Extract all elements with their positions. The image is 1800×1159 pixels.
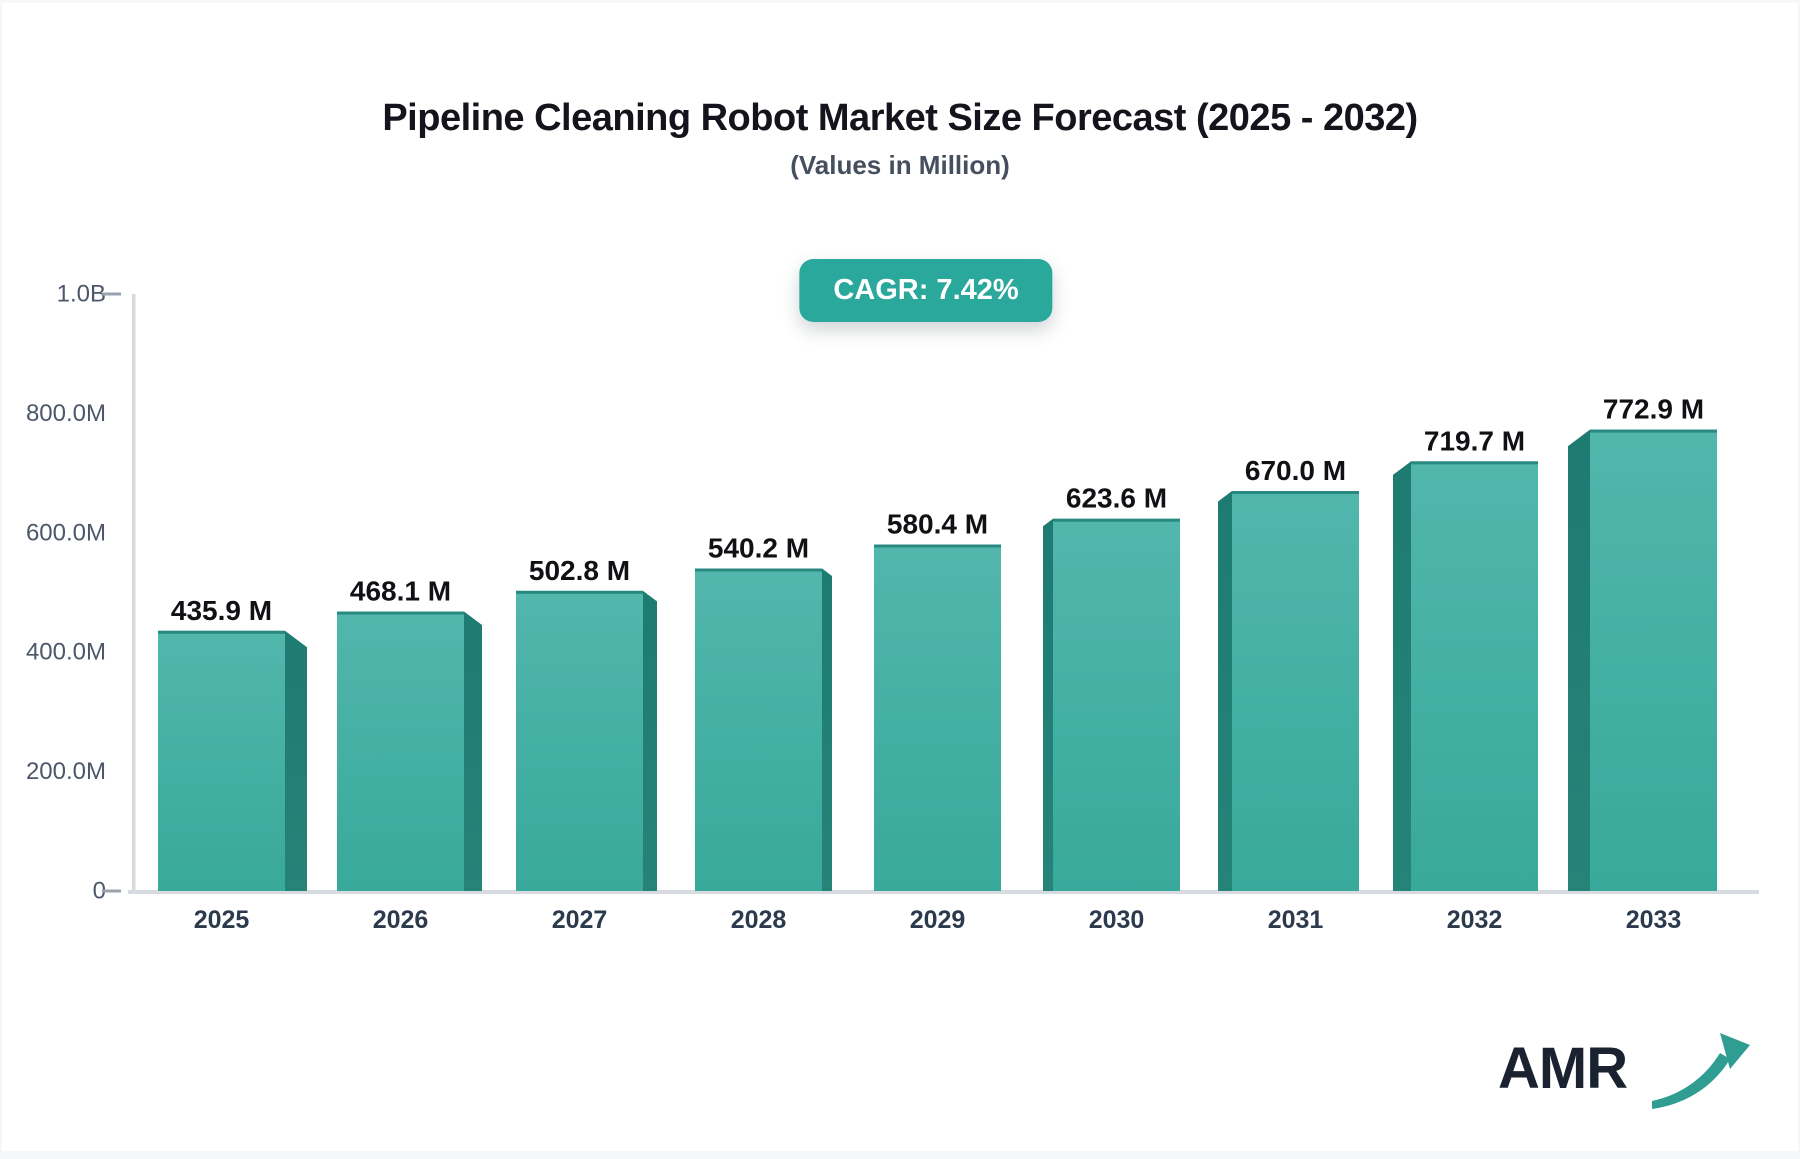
bar-group-2028[interactable] xyxy=(695,568,832,891)
bar-group-2031[interactable] xyxy=(1218,491,1359,891)
bar-value-label-2032: 719.7 M xyxy=(1424,425,1525,456)
bar-top-edge-2032 xyxy=(1411,461,1538,465)
bar-top-edge-2029 xyxy=(874,544,1001,548)
bar-top-edge-2027 xyxy=(516,590,643,594)
bar-side-2031[interactable] xyxy=(1218,491,1232,891)
chart-subtitle: (Values in Million) xyxy=(790,150,1010,180)
bar-face-2033[interactable] xyxy=(1590,429,1717,891)
bar-side-2033[interactable] xyxy=(1568,429,1590,891)
bar-value-label-2029: 580.4 M xyxy=(887,509,988,540)
bar-top-edge-2025 xyxy=(158,630,285,634)
x-axis-label-2032: 2032 xyxy=(1447,906,1503,934)
x-axis-label-2025: 2025 xyxy=(194,906,250,934)
x-axis-label-2027: 2027 xyxy=(552,906,608,934)
y-tick-label-800.0M: 800.0M xyxy=(26,400,106,427)
labels-layer: 435.9 M 2025 468.1 M 2026 502.8 M 2027 540.2 M… xyxy=(171,394,1704,934)
y-tick-dash xyxy=(102,889,121,893)
bar-side-2026[interactable] xyxy=(464,611,482,891)
bar-value-label-2030: 623.6 M xyxy=(1066,483,1167,514)
bar-side-2027[interactable] xyxy=(643,590,657,891)
bar-face-2025[interactable] xyxy=(158,630,285,891)
bar-group-2027[interactable] xyxy=(516,590,657,891)
bar-face-2032[interactable] xyxy=(1411,461,1538,891)
bar-group-2029[interactable] xyxy=(874,544,1001,891)
x-axis-label-2031: 2031 xyxy=(1268,906,1324,934)
x-axis-label-2030: 2030 xyxy=(1089,906,1145,934)
bar-side-2030[interactable] xyxy=(1043,518,1053,891)
bar-group-2026[interactable] xyxy=(337,611,482,891)
amr-logo-text: AMR xyxy=(1498,1036,1628,1101)
bar-face-2026[interactable] xyxy=(337,611,464,891)
bar-chart: 0 200.0M 400.0M 600.0M 800.0M 1.0B 435.9 M 202… xyxy=(26,281,1759,934)
bar-top-edge-2026 xyxy=(337,611,464,615)
x-axis-label-2028: 2028 xyxy=(731,906,787,934)
bar-face-2029[interactable] xyxy=(874,544,1001,891)
bar-value-label-2028: 540.2 M xyxy=(708,533,809,564)
y-tick-label-600.0M: 600.0M xyxy=(26,519,106,546)
bar-top-edge-2033 xyxy=(1590,429,1717,433)
bar-top-edge-2028 xyxy=(695,568,822,572)
axis-layer: 0 200.0M 400.0M 600.0M 800.0M 1.0B xyxy=(26,281,1759,905)
bars-layer xyxy=(158,429,1717,891)
y-tick-label-400.0M: 400.0M xyxy=(26,639,106,666)
y-tick-label-200.0M: 200.0M xyxy=(26,758,106,785)
bar-side-2028[interactable] xyxy=(822,568,832,891)
bar-face-2031[interactable] xyxy=(1232,491,1359,891)
bar-face-2030[interactable] xyxy=(1053,518,1180,891)
bar-side-2025[interactable] xyxy=(285,630,307,891)
bar-value-label-2025: 435.9 M xyxy=(171,595,272,626)
bar-top-edge-2031 xyxy=(1232,491,1359,495)
bar-group-2032[interactable] xyxy=(1393,461,1538,891)
bar-group-2030[interactable] xyxy=(1043,518,1180,891)
x-axis-line xyxy=(128,890,1759,894)
bar-value-label-2026: 468.1 M xyxy=(350,576,451,607)
bar-face-2027[interactable] xyxy=(516,590,643,891)
amr-logo: AMR xyxy=(1498,1025,1750,1115)
x-axis-label-2033: 2033 xyxy=(1626,906,1682,934)
bar-value-label-2033: 772.9 M xyxy=(1603,394,1704,425)
bar-group-2025[interactable] xyxy=(158,630,307,891)
y-tick-dash xyxy=(102,292,121,296)
bar-face-2028[interactable] xyxy=(695,568,822,891)
y-tick-label-0: 0 xyxy=(93,878,106,905)
cagr-badge: CAGR: 7.42% xyxy=(799,259,1053,322)
chart-title: Pipeline Cleaning Robot Market Size Fore… xyxy=(382,97,1418,139)
bar-top-edge-2030 xyxy=(1053,518,1180,522)
bar-side-2032[interactable] xyxy=(1393,461,1411,891)
y-tick-label-1.0B: 1.0B xyxy=(57,281,106,308)
bar-value-label-2031: 670.0 M xyxy=(1245,455,1346,486)
x-axis-label-2029: 2029 xyxy=(910,906,966,934)
growth-arrow-icon xyxy=(1652,1033,1750,1109)
bar-group-2033[interactable] xyxy=(1568,429,1717,891)
chart-card: Pipeline Cleaning Robot Market Size Fore… xyxy=(2,3,1798,1151)
bar-value-label-2027: 502.8 M xyxy=(529,555,630,586)
x-axis-label-2026: 2026 xyxy=(373,906,429,934)
y-axis-line xyxy=(132,294,136,891)
